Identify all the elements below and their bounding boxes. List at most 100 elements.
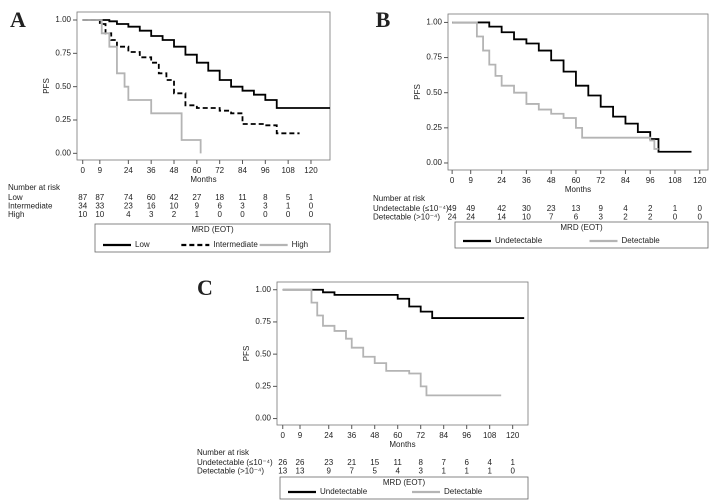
risk-count: 0	[309, 210, 314, 219]
y-tick-label: 0.25	[55, 115, 71, 124]
y-tick-label: 0.25	[255, 381, 271, 390]
risk-count: 4	[126, 210, 131, 219]
x-tick-label: 108	[281, 166, 295, 175]
risk-count: 2	[623, 213, 628, 222]
x-tick-label: 108	[483, 431, 497, 440]
risk-count: 0	[263, 210, 268, 219]
risk-count: 60	[147, 193, 156, 202]
x-tick-label: 120	[693, 176, 707, 185]
risk-count: 87	[95, 193, 104, 202]
x-tick-label: 0	[80, 166, 85, 175]
y-tick-label: 0.50	[55, 82, 71, 91]
x-tick-label: 96	[646, 176, 655, 185]
plot-frame	[76, 11, 331, 161]
x-tick-label: 24	[324, 431, 333, 440]
risk-count: 1	[510, 458, 515, 467]
risk-count: 9	[598, 204, 603, 213]
risk-count: 18	[215, 193, 224, 202]
risk-count: 24	[466, 213, 475, 222]
risk-row-label: Undetectable (≤10⁻⁴)	[197, 458, 273, 467]
y-tick-label: 0.75	[55, 48, 71, 57]
risk-count: 13	[296, 467, 305, 476]
risk-count: 42	[170, 193, 179, 202]
risk-count: 10	[95, 210, 104, 219]
x-tick-label: 72	[215, 166, 224, 175]
x-tick-label: 60	[393, 431, 402, 440]
risk-count: 26	[278, 458, 287, 467]
risk-count: 10	[78, 210, 87, 219]
risk-title: Number at risk	[373, 194, 426, 203]
x-tick-label: 96	[462, 431, 471, 440]
x-tick-label: 36	[522, 176, 531, 185]
risk-count: 1	[309, 193, 314, 202]
x-tick-label: 60	[571, 176, 580, 185]
risk-count: 6	[574, 213, 579, 222]
x-tick-label: 60	[192, 166, 201, 175]
legend-title: MRD (EOT)	[560, 223, 603, 232]
legend-label: Detectable	[622, 236, 661, 245]
risk-count: 4	[395, 467, 400, 476]
x-tick-label: 24	[497, 176, 506, 185]
risk-row-label: Undetectable (≤10⁻⁴)	[373, 204, 449, 213]
risk-count: 0	[217, 210, 222, 219]
risk-count: 13	[278, 467, 287, 476]
x-tick-label: 36	[347, 431, 356, 440]
risk-count: 0	[510, 467, 515, 476]
survival-curve	[82, 19, 202, 154]
risk-title: Number at risk	[8, 183, 61, 192]
x-tick-label: 9	[98, 166, 103, 175]
y-tick-label: 0.00	[55, 148, 71, 157]
risk-count: 1	[673, 204, 678, 213]
y-axis-label: PFS	[242, 346, 251, 362]
risk-count: 26	[296, 458, 305, 467]
x-tick-label: 84	[621, 176, 630, 185]
risk-row-label: Detectable (>10⁻⁴)	[373, 213, 440, 222]
risk-title: Number at risk	[197, 448, 250, 457]
risk-count: 1	[441, 467, 446, 476]
legend-title: MRD (EOT)	[383, 478, 426, 487]
risk-count: 1	[195, 210, 200, 219]
y-tick-label: 0.25	[426, 123, 442, 132]
risk-count: 2	[172, 210, 177, 219]
risk-count: 34	[78, 202, 87, 211]
risk-count: 7	[349, 467, 354, 476]
risk-count: 11	[394, 458, 403, 467]
y-tick-label: 0.75	[255, 317, 271, 326]
survival-curve	[82, 19, 300, 135]
legend-box	[454, 221, 709, 249]
risk-count: 30	[522, 204, 531, 213]
risk-count: 49	[466, 204, 475, 213]
risk-count: 5	[372, 467, 377, 476]
plot-frame	[447, 13, 709, 171]
risk-count: 2	[648, 204, 653, 213]
risk-count: 14	[497, 213, 506, 222]
x-tick-label: 84	[238, 166, 247, 175]
risk-count: 9	[195, 202, 200, 211]
survival-curve	[282, 288, 525, 319]
legend-label: Low	[135, 240, 150, 249]
legend-label: Detectable	[444, 487, 483, 496]
legend-title: MRD (EOT)	[191, 225, 234, 234]
y-tick-label: 0.00	[255, 414, 271, 423]
x-tick-label: 72	[596, 176, 605, 185]
risk-count: 2	[648, 213, 653, 222]
y-tick-label: 1.00	[55, 15, 71, 24]
x-axis-label: Months	[389, 440, 415, 449]
y-tick-label: 1.00	[255, 285, 271, 294]
x-tick-label: 0	[450, 176, 455, 185]
risk-count: 8	[263, 193, 268, 202]
x-tick-label: 36	[147, 166, 156, 175]
x-tick-label: 96	[261, 166, 270, 175]
plot-frame	[276, 281, 529, 426]
x-axis-label: Months	[190, 175, 216, 184]
y-tick-label: 1.00	[426, 18, 442, 27]
risk-count: 11	[238, 193, 247, 202]
x-tick-label: 9	[468, 176, 473, 185]
risk-count: 1	[286, 202, 291, 211]
y-axis-label: PFS	[42, 78, 51, 94]
panel-label: C	[197, 275, 213, 300]
x-tick-label: 9	[298, 431, 303, 440]
risk-row-label: Detectable (>10⁻⁴)	[197, 467, 264, 476]
risk-count: 3	[149, 210, 154, 219]
risk-count: 13	[571, 204, 580, 213]
